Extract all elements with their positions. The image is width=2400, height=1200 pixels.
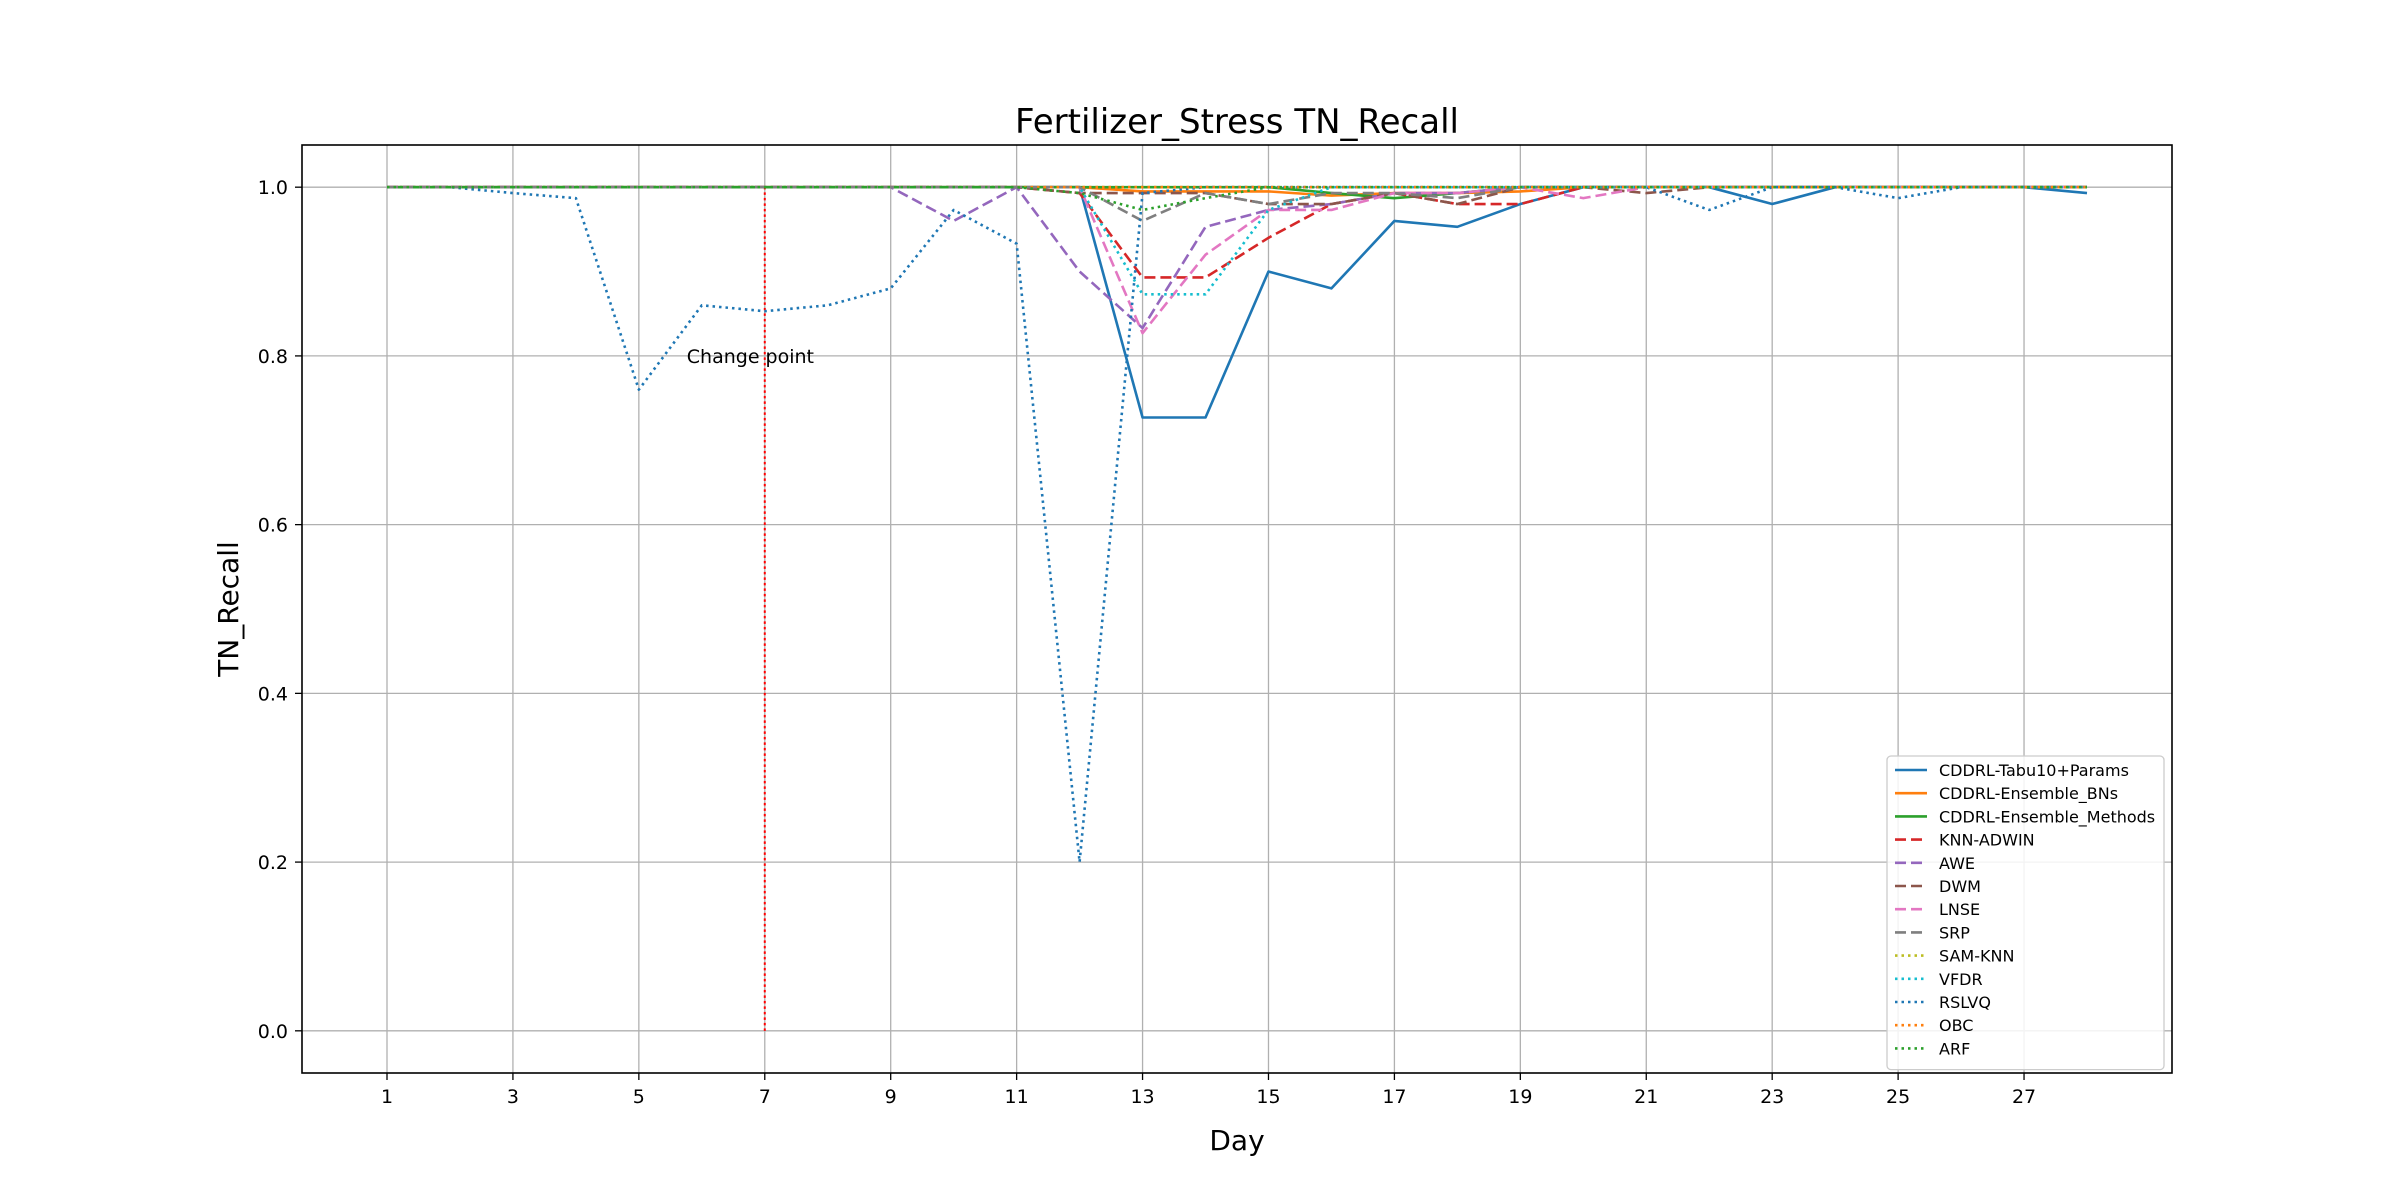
x-tick-label: 11: [1005, 1086, 1029, 1108]
x-tick-label: 21: [1634, 1086, 1658, 1108]
y-tick-label: 0.0: [258, 1021, 288, 1043]
plot-frame: [301, 144, 2173, 1074]
legend-entry: CDDRL-Ensemble_BNs: [1939, 784, 2118, 804]
legend-entry: RSLVQ: [1939, 993, 1991, 1012]
series-line-knn-adwin: [387, 185, 2087, 279]
legend-entry: ARF: [1939, 1039, 1970, 1058]
x-tick-label: 3: [507, 1086, 519, 1108]
legend-entry: AWE: [1939, 854, 1975, 873]
axis-ticks: 1 3 5 7 9 11 13 15 17 19 21 23 25 270.00.20.40.60.81.…: [258, 177, 2036, 1108]
x-tick-label: 17: [1382, 1086, 1406, 1108]
x-tick-label: 23: [1760, 1086, 1784, 1108]
x-tick-label: 5: [633, 1086, 645, 1108]
x-tick-label: 1: [381, 1086, 393, 1108]
x-tick-label: 15: [1256, 1086, 1280, 1108]
x-tick-label: 9: [885, 1086, 897, 1108]
change-point-label: Change point: [687, 346, 814, 368]
legend-entry: LNSE: [1939, 900, 1980, 919]
legend-entry: SRP: [1939, 923, 1970, 942]
legend-entry: SAM-KNN: [1939, 947, 2014, 966]
legend-entry: CDDRL-Tabu10+Params: [1939, 761, 2129, 780]
y-axis-title: TN_Recall: [212, 541, 245, 678]
x-tick-label: 7: [759, 1086, 771, 1108]
legend: CDDRL-Tabu10+Params CDDRL-Ensemble_BNs CDD…: [1886, 755, 2165, 1071]
change-point-marker: Change point: [687, 187, 814, 1031]
x-tick-label: 13: [1130, 1086, 1154, 1108]
y-tick-label: 1.0: [258, 177, 288, 199]
legend-entry: KNN-ADWIN: [1939, 831, 2035, 850]
legend-entry: CDDRL-Ensemble_Methods: [1939, 807, 2155, 827]
x-tick-label: 25: [1886, 1086, 1910, 1108]
x-tick-label: 19: [1508, 1086, 1532, 1108]
x-axis-title: Day: [1209, 1124, 1264, 1157]
legend-entry: VFDR: [1939, 970, 1983, 989]
x-tick-label: 27: [2012, 1086, 2036, 1108]
series-lines: [387, 185, 2088, 864]
chart-title: Fertilizer_Stress TN_Recall: [1015, 102, 1459, 142]
y-tick-label: 0.8: [258, 346, 288, 368]
legend-entry: DWM: [1939, 877, 1981, 896]
series-line-rslvq: [387, 185, 2087, 864]
y-tick-label: 0.6: [258, 515, 288, 537]
y-tick-label: 0.4: [258, 683, 288, 705]
legend-entry: OBC: [1939, 1016, 1973, 1035]
legend-box: [1886, 755, 2165, 1071]
y-tick-label: 0.2: [258, 852, 288, 874]
